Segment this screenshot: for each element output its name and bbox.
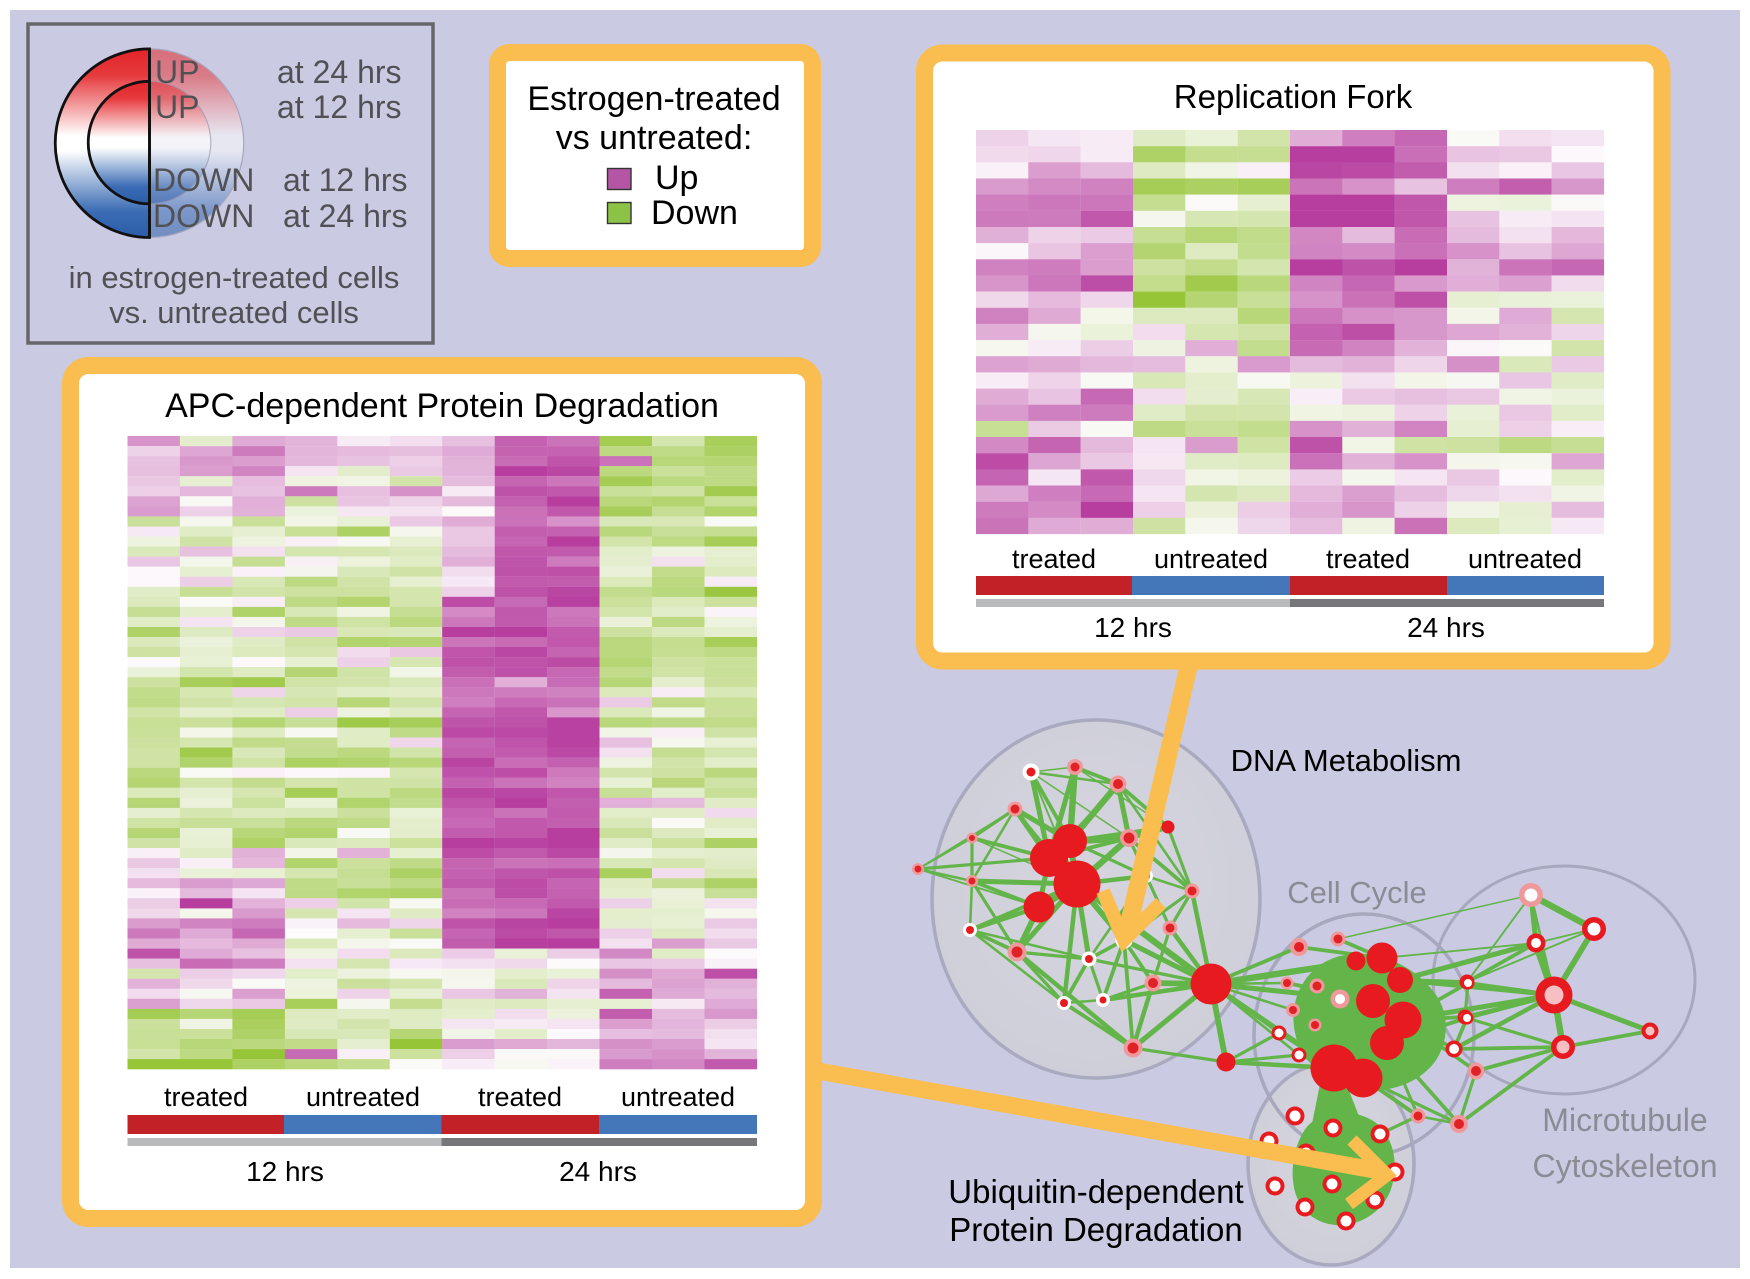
svg-text:treated: treated [164, 1082, 248, 1112]
svg-text:vs untreated:: vs untreated: [556, 119, 753, 157]
svg-text:Cytoskeleton: Cytoskeleton [1533, 1148, 1718, 1184]
svg-text:12 hrs: 12 hrs [246, 1156, 324, 1187]
svg-text:Microtubule: Microtubule [1542, 1102, 1707, 1138]
svg-text:Up: Up [655, 159, 698, 197]
svg-text:vs. untreated cells: vs. untreated cells [109, 295, 359, 330]
svg-text:24 hrs: 24 hrs [559, 1156, 637, 1187]
svg-text:DOWN: DOWN [153, 162, 254, 198]
svg-text:in estrogen-treated cells: in estrogen-treated cells [69, 260, 400, 295]
svg-text:treated: treated [1012, 544, 1096, 574]
svg-text:Cell Cycle: Cell Cycle [1287, 875, 1427, 910]
svg-text:treated: treated [478, 1082, 562, 1112]
svg-text:Ubiquitin-dependent: Ubiquitin-dependent [948, 1173, 1243, 1210]
svg-text:12 hrs: 12 hrs [1094, 612, 1172, 643]
svg-text:untreated: untreated [306, 1082, 420, 1112]
svg-text:Replication Fork: Replication Fork [1174, 78, 1413, 115]
svg-text:DOWN: DOWN [153, 198, 254, 234]
svg-text:treated: treated [1326, 544, 1410, 574]
svg-text:untreated: untreated [1468, 544, 1582, 574]
svg-text:at 24 hrs: at 24 hrs [277, 54, 402, 90]
svg-text:untreated: untreated [1154, 544, 1268, 574]
svg-text:at 24 hrs: at 24 hrs [283, 198, 408, 234]
svg-text:DNA Metabolism: DNA Metabolism [1231, 743, 1462, 778]
svg-text:APC-dependent Protein Degradat: APC-dependent Protein Degradation [165, 387, 719, 425]
svg-text:UP: UP [155, 54, 199, 90]
svg-text:at 12 hrs: at 12 hrs [283, 162, 408, 198]
svg-text:Protein Degradation: Protein Degradation [949, 1211, 1243, 1248]
svg-text:untreated: untreated [621, 1082, 735, 1112]
svg-text:at 12 hrs: at 12 hrs [277, 89, 402, 125]
svg-text:Estrogen-treated: Estrogen-treated [527, 80, 780, 118]
svg-text:24 hrs: 24 hrs [1407, 612, 1485, 643]
svg-text:Down: Down [651, 194, 738, 232]
svg-text:UP: UP [155, 89, 199, 125]
